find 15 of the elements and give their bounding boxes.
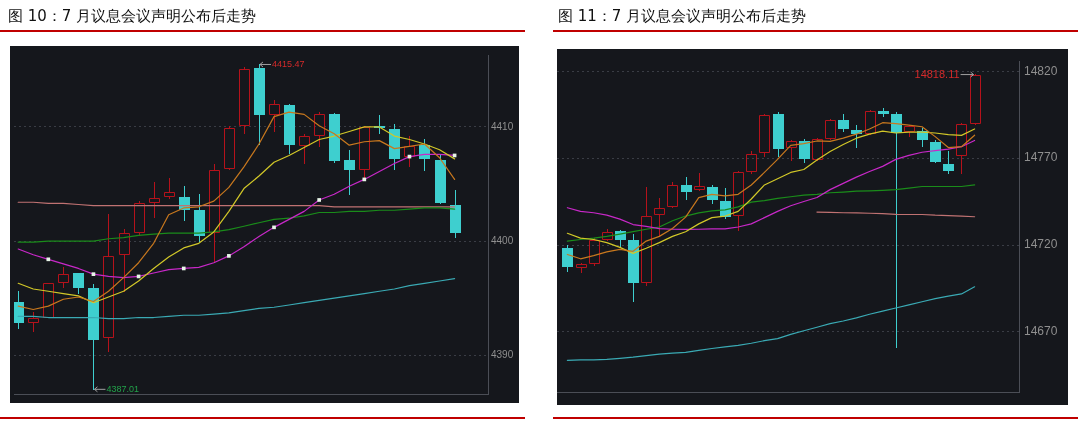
y-tick-label: 14820 [1024,63,1058,78]
y-tick-label: 4400 [491,234,514,246]
y-tick-label: 14720 [1024,237,1058,252]
point [317,198,321,202]
y-tick-label: 4390 [491,348,514,360]
annotation: 14818.11 [914,67,960,80]
chart-title: 图 11：7 月议息会议声明公布后走势 [558,6,807,26]
point [46,257,51,262]
annotation: 4387.01 [106,383,139,394]
chart-title: 图 10：7 月议息会议声明公布后走势 [8,6,257,26]
annotation: 4415.47 [271,58,305,69]
y-tick-label: 14670 [1024,324,1058,339]
y-tick-label: 4410 [491,120,514,132]
point [227,254,231,258]
y-tick-label: 14770 [1024,150,1058,165]
